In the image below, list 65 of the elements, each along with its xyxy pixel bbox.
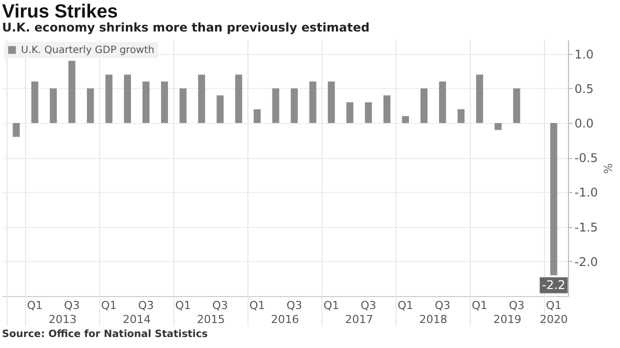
text: 2013 xyxy=(48,313,77,326)
text: 2020 xyxy=(540,313,568,326)
bar xyxy=(105,74,112,124)
bar xyxy=(290,88,298,124)
x-tick-label: Q1 xyxy=(472,299,488,312)
y-tick-label: -0.5 xyxy=(574,151,598,166)
bar xyxy=(364,102,372,124)
bar xyxy=(328,82,335,124)
bar xyxy=(420,88,428,124)
bar xyxy=(124,74,131,124)
bar xyxy=(216,95,224,124)
y-tick-label: -2.0 xyxy=(574,254,598,269)
y-tick-label: 0.0 xyxy=(574,116,594,131)
text: 2018 xyxy=(419,313,448,326)
bar xyxy=(439,82,446,124)
legend-label: U.K. Quarterly GDP growth xyxy=(21,45,154,56)
bar xyxy=(235,74,242,124)
x-tick-label: Q1 xyxy=(26,299,43,312)
bar xyxy=(161,82,168,124)
bar xyxy=(476,74,484,124)
chart-subtitle: U.K. economy shrinks more than previously estimated xyxy=(2,20,370,34)
x-tick-label: Q3 xyxy=(360,299,376,312)
bar xyxy=(494,123,502,130)
x-tick-label: Q3 xyxy=(64,299,80,312)
bar xyxy=(513,88,520,124)
bar xyxy=(86,88,94,124)
text: 2019 xyxy=(493,313,522,326)
bar xyxy=(458,109,465,124)
bar xyxy=(272,88,280,124)
text: 2017 xyxy=(345,313,374,326)
y-tick-label: 0.5 xyxy=(574,82,594,96)
x-tick-label: Q1 xyxy=(249,299,266,312)
bar xyxy=(180,88,187,124)
y-axis-title: % xyxy=(600,163,614,174)
text: 2016 xyxy=(271,313,299,326)
x-tick-label: Q1 xyxy=(398,299,414,312)
y-tick-label: -1.5 xyxy=(574,220,598,234)
bar xyxy=(254,109,261,124)
bar xyxy=(68,60,76,124)
bar xyxy=(309,82,316,124)
x-tick-label: Q1 xyxy=(175,299,191,312)
chart-title: Virus Strikes xyxy=(2,2,118,22)
bar xyxy=(31,82,38,124)
bar xyxy=(550,123,558,276)
bar xyxy=(383,95,390,124)
text: 2015 xyxy=(196,313,225,326)
x-tick-label: Q1 xyxy=(546,299,562,312)
y-tick-label: -1.0 xyxy=(574,186,598,200)
bar xyxy=(50,88,57,124)
y-tick-label: 1.0 xyxy=(574,47,594,62)
text: 2014 xyxy=(122,313,151,326)
x-tick-label: Q3 xyxy=(508,299,525,312)
x-tick-label: Q3 xyxy=(212,299,228,312)
bar xyxy=(346,102,354,124)
x-tick-label: Q3 xyxy=(434,299,450,312)
bar xyxy=(402,116,409,124)
x-tick-label: Q3 xyxy=(138,299,154,312)
bar xyxy=(198,74,206,124)
x-tick-label: Q1 xyxy=(323,299,340,312)
bar xyxy=(12,123,20,137)
x-tick-label: Q1 xyxy=(101,299,117,312)
data-label: -2.2 xyxy=(542,278,566,292)
x-tick-label: Q3 xyxy=(286,299,302,312)
bar xyxy=(142,82,150,124)
source-note: Source: Office for National Statistics xyxy=(2,329,208,340)
